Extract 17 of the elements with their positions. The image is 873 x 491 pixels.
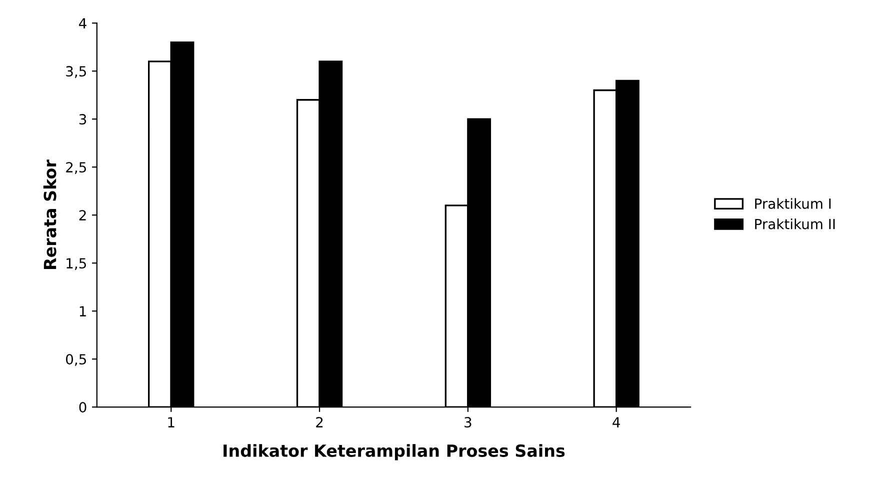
y-tick-label: 2	[79, 210, 86, 220]
x-tick-label: 1	[168, 417, 174, 428]
y-tick-label: 0	[79, 402, 86, 413]
y-tick-label: 0,5	[66, 354, 86, 366]
y-tick-label: 3	[79, 114, 86, 125]
x-axis-title: Indikator Keterampilan Proses Sains	[224, 444, 565, 460]
y-tick-label: 4	[79, 18, 86, 28]
x-tick-label: 3	[464, 417, 472, 428]
y-tick-label: 1,5	[66, 258, 86, 270]
legend-label: Praktikum I	[755, 198, 831, 209]
x-tick-label: 2	[316, 417, 323, 428]
legend-label: Praktikum II	[755, 218, 835, 230]
y-tick-label: 1	[80, 306, 86, 316]
y-tick-label: 2,5	[66, 162, 86, 174]
y-tick-label: 3,5	[66, 66, 86, 78]
x-tick-label: 4	[612, 417, 620, 428]
y-axis-title: Rerata Skor	[43, 160, 56, 269]
